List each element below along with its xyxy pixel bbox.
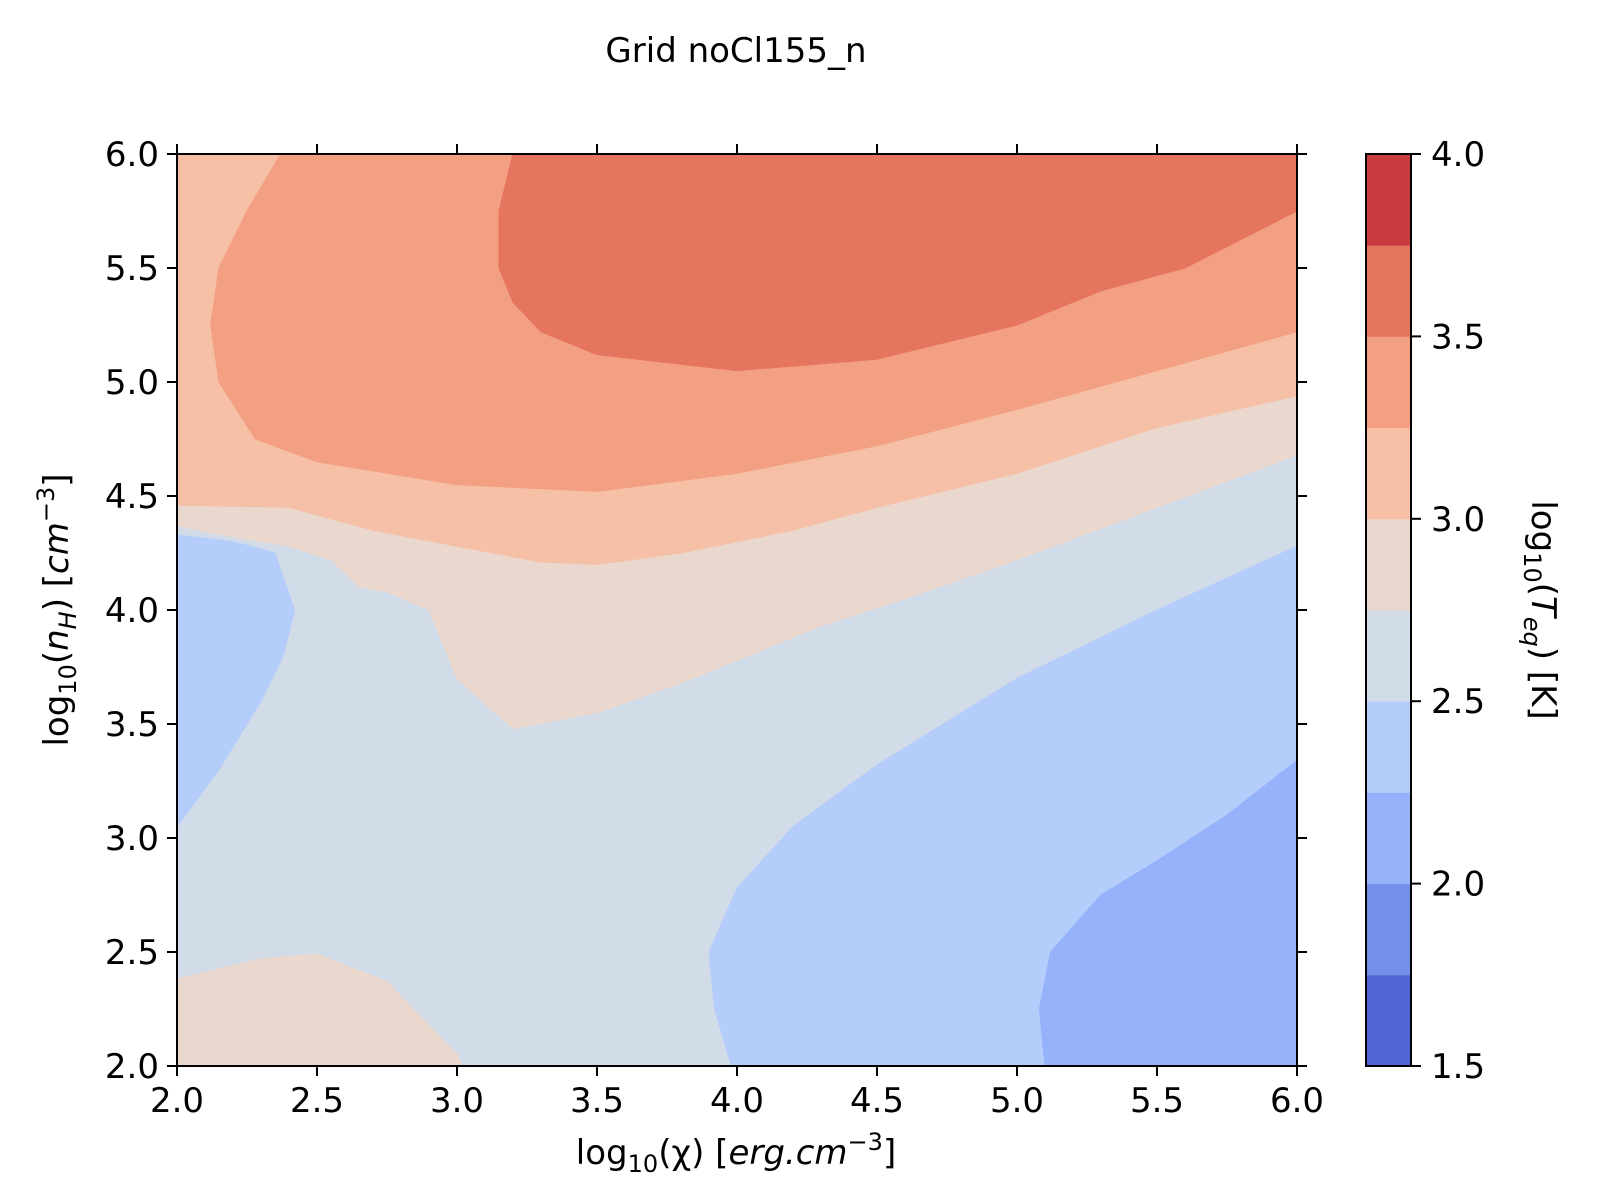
colorbar-level-2: [1366, 792, 1411, 885]
cb-label-sub: 10: [1518, 552, 1546, 583]
x-tick-label-2: 3.0: [430, 1081, 484, 1121]
y-axis-label: log10(nH) [cm−3]: [32, 473, 82, 746]
y-tick-label-1: 2.5: [105, 933, 159, 973]
cb-tick-label-5: 4.0: [1431, 135, 1485, 175]
cb-tick-label-3: 3.0: [1431, 500, 1485, 540]
y-axis: 2.0 2.5 3.0 3.5 4.0 4.5 5.0 5.5 6.0: [105, 135, 1307, 1087]
x-label-mid: (χ) [: [658, 1133, 728, 1173]
y-label-end: ]: [37, 473, 77, 486]
colorbar-level-5: [1366, 518, 1411, 611]
cb-label-ital: T: [1523, 596, 1563, 619]
cb-label-isub: eq: [1518, 617, 1546, 647]
y-label-open: (: [37, 651, 77, 664]
cb-label-base: log: [1523, 500, 1563, 552]
y-label-sup: −3: [32, 487, 60, 522]
y-tick-label-6: 5.0: [105, 363, 159, 403]
contour-region-8: [176, 953, 464, 1067]
y-tick-label-7: 5.5: [105, 249, 159, 289]
cb-tick-label-2: 2.5: [1431, 682, 1485, 722]
y-label-base: log: [37, 695, 77, 747]
y-label-ital1: n: [37, 629, 77, 651]
x-label-base: log: [576, 1133, 628, 1173]
cb-label-end: ) [K]: [1523, 647, 1563, 720]
y-label-mid: ) [: [37, 574, 77, 611]
y-label-ital2: cm: [37, 522, 77, 574]
x-tick-label-6: 5.0: [990, 1081, 1044, 1121]
y-tick-label-0: 2.0: [105, 1047, 159, 1087]
x-tick-label-3: 3.5: [570, 1081, 624, 1121]
x-tick-label-8: 6.0: [1270, 1081, 1324, 1121]
x-tick-label-1: 2.5: [290, 1081, 344, 1121]
colorbar-label: log10(Teq) [K]: [1518, 500, 1563, 719]
x-tick-label-0: 2.0: [150, 1081, 204, 1121]
x-axis: 2.0 2.5 3.0 3.5 4.0 4.5 5.0 5.5 6.0: [150, 144, 1324, 1121]
x-label-end: ]: [883, 1133, 896, 1173]
cb-tick-label-1: 2.0: [1431, 865, 1485, 905]
colorbar-level-0: [1366, 974, 1411, 1067]
colorbar-level-7: [1366, 336, 1411, 429]
y-tick-label-2: 3.0: [105, 819, 159, 859]
x-tick-label-7: 5.5: [1130, 1081, 1184, 1121]
colorbar-level-4: [1366, 610, 1411, 702]
y-label-sub: 10: [54, 664, 82, 695]
cb-tick-label-0: 1.5: [1431, 1047, 1485, 1087]
contour-region-4: [498, 153, 1298, 372]
colorbar-level-8: [1366, 245, 1411, 337]
cb-tick-label-4: 3.5: [1431, 317, 1485, 357]
colorbar-level-3: [1366, 701, 1411, 793]
contour-region-5: [176, 534, 296, 829]
colorbar-frame: [1365, 153, 1412, 1067]
y-label-isub: H: [54, 611, 82, 629]
plot-area: [176, 153, 1298, 1067]
x-tick-label-4: 4.0: [710, 1081, 764, 1121]
x-label-ital: erg.cm: [728, 1133, 847, 1173]
colorbar-level-6: [1366, 427, 1411, 520]
colorbar-level-1: [1366, 883, 1411, 976]
x-label-sup: −3: [848, 1128, 883, 1156]
colorbar: [1366, 154, 1411, 1067]
colorbar-ticks: 1.5 2.0 2.5 3.0 3.5 4.0: [1411, 135, 1485, 1087]
y-tick-label-3: 3.5: [105, 705, 159, 745]
x-label-sub: 10: [628, 1150, 659, 1178]
y-tick-label-5: 4.5: [105, 477, 159, 517]
x-tick-label-5: 4.5: [850, 1081, 904, 1121]
y-tick-label-4: 4.0: [105, 591, 159, 631]
cb-label-open: (: [1523, 583, 1563, 596]
chart-title: Grid noCl155_n: [605, 31, 866, 71]
colorbar-level-9: [1366, 154, 1411, 246]
x-axis-label: log10(χ) [erg.cm−3]: [576, 1128, 896, 1178]
y-tick-label-8: 6.0: [105, 135, 159, 175]
